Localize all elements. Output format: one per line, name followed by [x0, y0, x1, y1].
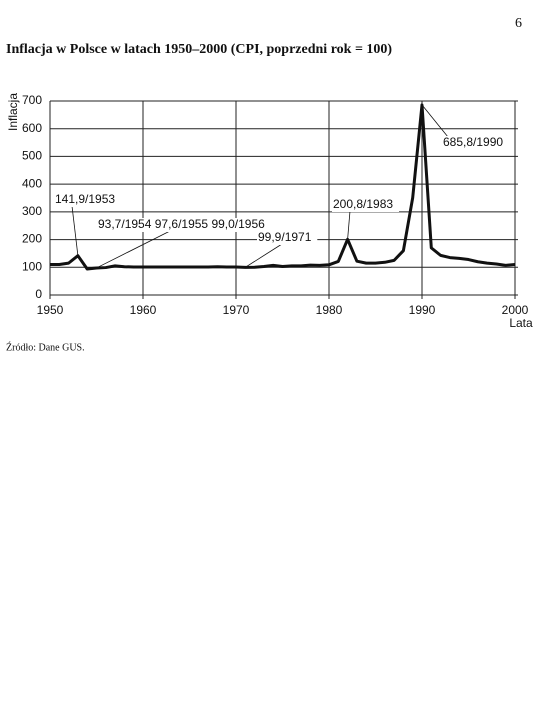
page-number: 6	[515, 16, 522, 31]
annotation-leader	[71, 205, 79, 256]
annotation-bg	[442, 136, 509, 150]
y-axis-label: Inflacja	[6, 93, 20, 131]
annotation-leader	[347, 210, 351, 240]
annotation-bg	[257, 231, 318, 245]
annotation-leader	[245, 243, 283, 268]
x-tick-label: 2000	[502, 303, 529, 317]
annotation: 200,8/1983	[333, 197, 393, 211]
source: Źródło: Dane GUS.	[6, 341, 85, 353]
annotation-bg	[332, 198, 399, 212]
x-tick-label: 1960	[130, 303, 157, 317]
chart-title: Inflacja w Polsce w latach 1950–2000 (CP…	[6, 42, 392, 57]
annotation: 93,7/1954 97,6/1955 99,0/1956	[98, 217, 265, 231]
y-tick-label: 0	[35, 287, 42, 301]
y-tick-label: 400	[22, 176, 42, 190]
x-axis-label: Lata	[509, 316, 533, 330]
annotation-leader	[96, 230, 171, 269]
x-tick-label: 1980	[316, 303, 343, 317]
data-line	[50, 103, 516, 271]
y-tick-label: 700	[22, 93, 42, 107]
x-tick-label: 1950	[37, 303, 64, 317]
annotation-leader	[421, 104, 449, 138]
x-tick-label: 1970	[223, 303, 250, 317]
y-tick-label: 100	[22, 259, 42, 273]
y-tick-label: 500	[22, 149, 42, 163]
annotation: 685,8/1990	[443, 135, 503, 149]
x-tick-label: 1990	[409, 303, 436, 317]
annotation: 99,9/1971	[258, 230, 312, 244]
y-tick-label: 200	[22, 232, 42, 246]
annotation: 141,9/1953	[55, 192, 115, 206]
y-tick-label: 600	[22, 121, 42, 135]
y-tick-label: 300	[22, 204, 42, 218]
annotation-bg	[54, 193, 121, 207]
annotation-bg	[97, 218, 292, 232]
